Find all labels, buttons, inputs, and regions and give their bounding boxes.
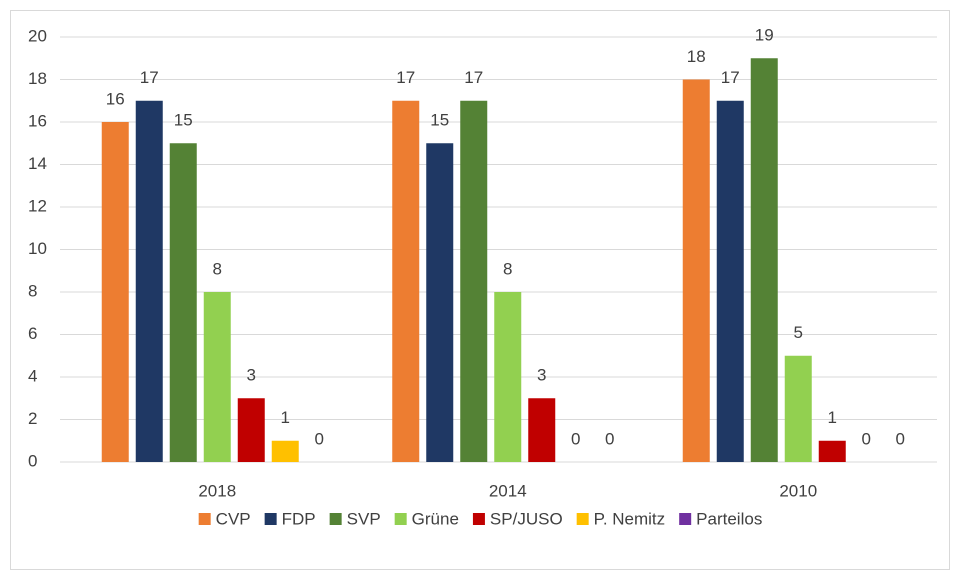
bar	[494, 292, 522, 462]
data-label: 0	[862, 429, 871, 448]
legend-label: SVP	[347, 509, 381, 528]
data-label: 17	[140, 68, 159, 87]
data-label: 19	[755, 26, 774, 45]
data-label: 17	[396, 68, 415, 87]
data-label: 15	[174, 111, 193, 130]
bar	[716, 100, 744, 462]
bar	[203, 292, 231, 462]
data-label: 0	[896, 429, 905, 448]
legend-swatch	[394, 513, 407, 525]
data-label: 15	[430, 111, 449, 130]
data-label: 17	[721, 68, 740, 87]
x-tick-label: 2018	[198, 481, 236, 500]
legend-label: Parteilos	[696, 509, 762, 528]
legend-label: CVP	[216, 509, 251, 528]
y-tick-label: 14	[28, 154, 47, 173]
data-label: 8	[503, 259, 512, 278]
data-label: 8	[213, 259, 222, 278]
y-tick-label: 10	[28, 239, 47, 258]
y-tick-label: 12	[28, 196, 47, 215]
legend-label: FDP	[282, 509, 316, 528]
bar	[135, 100, 163, 462]
legend-swatch	[472, 513, 485, 525]
data-label: 0	[315, 429, 324, 448]
data-label: 18	[687, 47, 706, 66]
bar	[818, 440, 846, 462]
bar	[392, 100, 420, 462]
legend-swatch	[198, 513, 211, 525]
legend-swatch	[576, 513, 589, 525]
x-tick-label: 2010	[779, 481, 817, 500]
y-tick-label: 16	[28, 111, 47, 130]
data-label: 17	[464, 68, 483, 87]
data-label: 0	[571, 429, 580, 448]
legend-swatch	[679, 513, 692, 525]
data-label: 0	[605, 429, 614, 448]
legend-swatch	[329, 513, 342, 525]
y-tick-label: 6	[28, 324, 37, 343]
y-tick-label: 2	[28, 409, 37, 428]
data-label: 1	[828, 408, 837, 427]
bar	[426, 143, 454, 462]
y-tick-label: 4	[28, 366, 37, 385]
data-label: 3	[247, 366, 256, 385]
bar	[101, 122, 129, 462]
bar	[169, 143, 197, 462]
data-label: 16	[106, 89, 125, 108]
bar	[237, 398, 265, 462]
legend-label: SP/JUSO	[490, 509, 563, 528]
bar	[784, 355, 812, 462]
y-tick-label: 8	[28, 281, 37, 300]
data-label: 3	[537, 366, 546, 385]
data-label: 1	[281, 408, 290, 427]
y-tick-label: 0	[28, 451, 37, 470]
legend-swatch	[264, 513, 277, 525]
bar	[460, 100, 488, 462]
bar	[750, 58, 778, 462]
bar	[271, 440, 299, 462]
y-tick-label: 18	[28, 69, 47, 88]
bar	[528, 398, 556, 462]
data-label: 5	[794, 323, 803, 342]
y-tick-label: 20	[28, 26, 47, 45]
bar	[682, 79, 710, 462]
legend-label: P. Nemitz	[594, 509, 666, 528]
x-tick-label: 2014	[489, 481, 527, 500]
legend-label: Grüne	[412, 509, 459, 528]
